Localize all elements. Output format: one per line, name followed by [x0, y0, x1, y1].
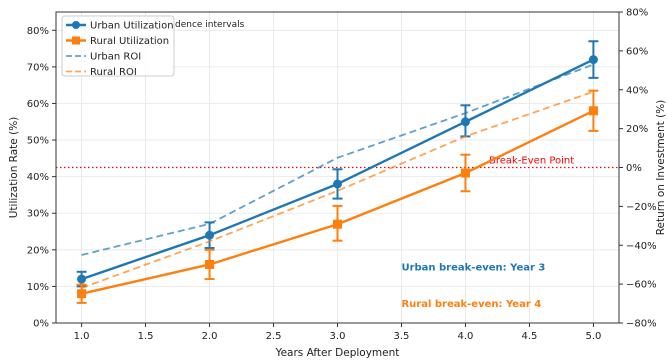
rural-roi-legend-label: Rural ROI — [90, 67, 137, 78]
break-even-label: Break-Even Point — [489, 156, 574, 167]
y-right-tick-label: −40% — [626, 241, 657, 252]
urban-roi-line — [81, 63, 594, 256]
y-right-tick-label: 60% — [626, 46, 648, 57]
x-tick-label: 4.0 — [458, 331, 474, 342]
x-tick-label: 2.0 — [202, 331, 218, 342]
urban-roi-legend-label: Urban ROI — [90, 52, 141, 63]
rural-utilization-point — [588, 106, 598, 116]
urban-utilization-point — [588, 55, 598, 65]
y-left-tick-label: 40% — [27, 172, 49, 183]
rural-utilization-point — [460, 168, 470, 178]
legend-box — [61, 15, 175, 77]
y-left-tick-label: 20% — [27, 245, 49, 256]
legend-partial-text: dence intervals — [175, 20, 245, 30]
y-left-tick-label: 10% — [27, 282, 49, 293]
y-right-tick-label: −80% — [626, 319, 657, 330]
x-tick-label: 1.5 — [138, 331, 154, 342]
urban-utilization-point — [333, 179, 342, 189]
axis-layer: 1.0 1.5 2.0 2.5 3.0 3.5 4.0 4.5 5.0 0% 10% 20% 30% 40… — [8, 8, 667, 360]
rural-roi-line — [81, 90, 594, 289]
rural-utilization-point — [77, 289, 87, 299]
y-right-tick-label: −60% — [626, 280, 657, 291]
y-left-tick-label: 70% — [27, 62, 49, 73]
y-right-tick-label: 80% — [626, 8, 648, 19]
x-tick-label: 4.5 — [521, 331, 537, 342]
rural-break-even-annotation: Rural break-even: Year 4 — [401, 299, 541, 310]
y-left-tick-label: 80% — [27, 26, 49, 37]
y-left-tick-label: 0% — [33, 319, 49, 330]
rural-utilization-legend-label: Rural Utilization — [90, 36, 169, 47]
urban-break-even-annotation: Urban break-even: Year 3 — [401, 262, 545, 273]
series-layer — [76, 40, 599, 304]
y-right-tick-label: 0% — [626, 163, 642, 174]
y-left-tick-label: 30% — [27, 209, 49, 220]
urban-utilization-point — [77, 274, 87, 284]
rural-utilization-legend-marker — [72, 36, 80, 45]
x-tick-label: 2.5 — [266, 331, 282, 342]
y-right-tick-label: −20% — [626, 202, 657, 213]
urban-utilization-legend-label: Urban Utilization — [90, 21, 174, 32]
y-left-axis-label: Utilization Rate (%) — [8, 117, 20, 219]
y-right-tick-label: 40% — [626, 85, 648, 96]
x-tick-label: 3.5 — [394, 331, 410, 342]
rural-utilization-point — [333, 219, 342, 229]
y-right-tick-label: 20% — [626, 124, 648, 135]
urban-utilization-point — [460, 117, 470, 127]
y-left-tick-label: 60% — [27, 99, 49, 110]
reference-layer: Break-Even Point — [56, 156, 619, 169]
y-left-tick-label: 50% — [27, 136, 49, 147]
x-tick-label: 3.0 — [330, 331, 346, 342]
annotation-layer: Urban break-even: Year 3 Rural break-even… — [401, 262, 545, 310]
x-axis-label: Years After Deployment — [275, 347, 400, 359]
x-tick-label: 5.0 — [585, 331, 601, 342]
y-right-axis-label: Return on Investment (%) — [655, 100, 667, 236]
urban-utilization-point — [205, 230, 215, 240]
x-tick-label: 1.0 — [74, 331, 90, 342]
urban-utilization-legend-marker — [72, 21, 80, 29]
rural-utilization-point — [205, 259, 215, 269]
